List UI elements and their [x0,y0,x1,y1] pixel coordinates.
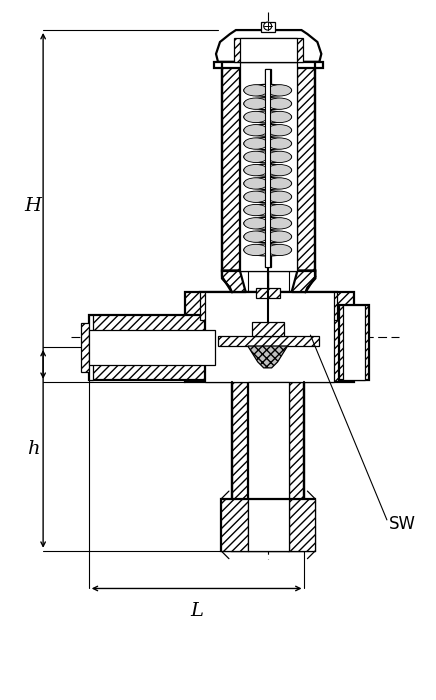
Bar [288,293,337,320]
Bar [232,382,248,551]
Bar [221,499,248,551]
Ellipse shape [268,218,292,229]
Bar [200,293,337,320]
Bar [240,38,297,62]
Polygon shape [216,30,321,62]
Bar [248,499,289,551]
Bar [185,293,354,382]
Bar [297,62,315,270]
Ellipse shape [244,231,268,242]
Polygon shape [248,346,288,368]
Bar [252,322,283,336]
Ellipse shape [268,111,292,122]
Bar [214,62,324,68]
Bar [234,38,303,62]
Bar [222,62,240,270]
Bar [89,315,205,380]
Bar [289,499,315,551]
Ellipse shape [244,204,268,216]
Polygon shape [222,270,246,293]
Ellipse shape [244,98,268,109]
Ellipse shape [244,125,292,136]
Ellipse shape [244,138,292,150]
Ellipse shape [244,85,268,96]
Text: L: L [190,603,203,620]
Text: h: h [27,440,39,458]
Bar [240,62,297,270]
Bar [289,382,304,551]
Text: SW: SW [389,515,416,533]
Bar [343,305,365,380]
Ellipse shape [244,138,268,149]
Bar [81,323,91,372]
Ellipse shape [268,191,292,202]
Ellipse shape [268,125,292,136]
Ellipse shape [268,151,292,162]
Ellipse shape [244,151,268,162]
Ellipse shape [244,218,292,230]
Ellipse shape [244,244,268,256]
Bar [205,293,334,382]
Ellipse shape [268,231,292,242]
Bar [256,288,279,298]
Ellipse shape [244,231,292,243]
Ellipse shape [244,178,292,190]
Bar [89,330,215,365]
Ellipse shape [268,98,292,109]
Bar [89,315,93,380]
Ellipse shape [244,191,292,203]
Bar [265,69,271,267]
Bar [200,293,250,320]
Bar [248,382,289,551]
Ellipse shape [244,151,292,163]
Ellipse shape [244,111,268,122]
Ellipse shape [244,191,268,202]
Ellipse shape [244,98,292,110]
Ellipse shape [244,178,268,189]
Ellipse shape [268,244,292,256]
Ellipse shape [244,125,268,136]
Text: H: H [25,197,42,215]
Ellipse shape [268,138,292,149]
Bar [261,22,275,32]
Bar [218,336,319,346]
Ellipse shape [244,164,268,176]
Ellipse shape [244,164,292,176]
Ellipse shape [268,164,292,176]
Ellipse shape [244,111,292,123]
Ellipse shape [244,204,292,216]
Bar [221,499,315,551]
Ellipse shape [244,244,292,256]
Ellipse shape [268,85,292,96]
Bar [339,305,369,380]
Circle shape [264,22,272,30]
Text: DN: DN [255,108,281,127]
Bar [265,69,270,267]
Ellipse shape [244,218,268,229]
Ellipse shape [268,204,292,216]
Ellipse shape [268,178,292,189]
Ellipse shape [244,85,292,97]
Polygon shape [292,270,315,293]
